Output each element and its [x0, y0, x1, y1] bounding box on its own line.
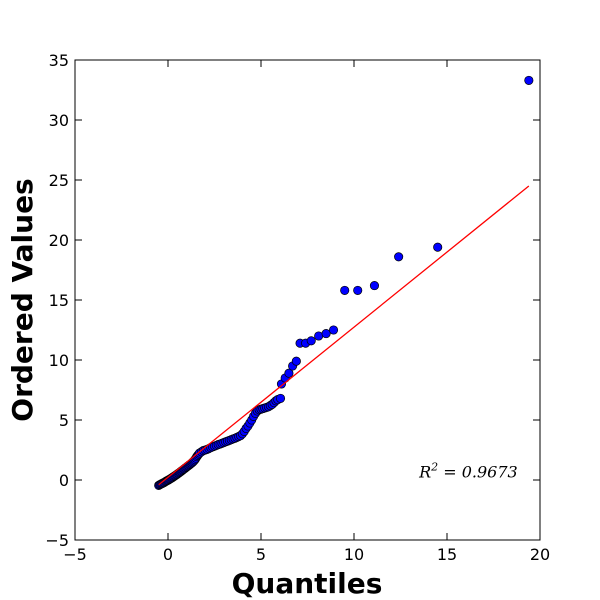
y-tick-label: 15: [49, 291, 69, 310]
x-tick-label: 10: [344, 545, 364, 564]
y-tick-label: −5: [45, 531, 69, 550]
data-point: [306, 336, 316, 346]
data-point: [353, 285, 363, 295]
data-point: [328, 325, 339, 335]
x-tick-label: 5: [256, 545, 266, 564]
data-point: [275, 393, 286, 403]
y-tick-label: 35: [49, 51, 69, 70]
y-axis-label: Ordered Values: [6, 178, 39, 421]
y-tick-label: 25: [49, 171, 69, 190]
x-tick-label: 15: [437, 545, 457, 564]
data-point: [524, 75, 534, 85]
data-point: [340, 285, 350, 295]
data-point: [291, 356, 301, 366]
data-point: [394, 252, 404, 262]
fit-line: [158, 185, 530, 486]
data-point: [433, 242, 443, 252]
annotation-value: = 0.9673: [438, 463, 518, 482]
y-tick-label: 30: [49, 111, 69, 130]
y-tick-label: 5: [59, 411, 69, 430]
y-tick-label: 20: [49, 231, 69, 250]
data-point: [284, 368, 294, 378]
data-point: [321, 329, 331, 339]
axis-ticks: −5 0 5 10 15 20 −5 0 5 10 15 20 25 30 35: [45, 51, 550, 564]
data-point: [369, 281, 380, 291]
x-tick-label: 20: [530, 545, 550, 564]
x-tick-label: 0: [163, 545, 173, 564]
annotation-exponent: 2: [430, 461, 438, 474]
r-squared-annotation: R2 = 0.9673: [418, 461, 518, 482]
plot-area: [154, 75, 534, 490]
annotation-symbol: R: [418, 463, 431, 482]
y-tick-label: 10: [49, 351, 69, 370]
x-tick-label: −5: [63, 545, 87, 564]
x-axis-label: Quantiles: [232, 567, 383, 600]
y-tick-label: 0: [59, 471, 69, 490]
